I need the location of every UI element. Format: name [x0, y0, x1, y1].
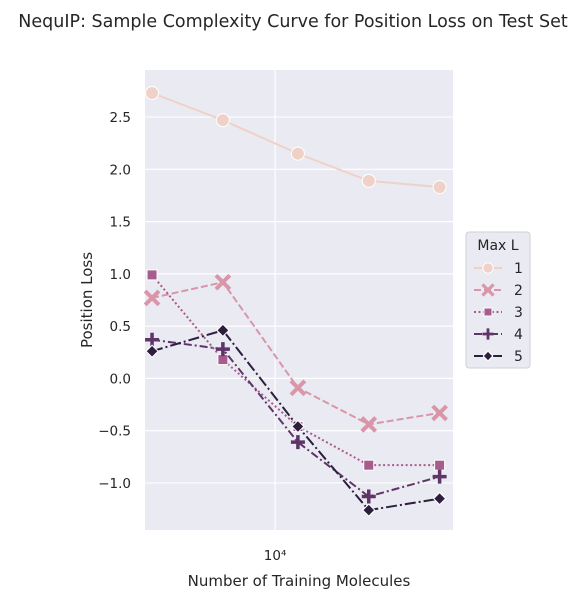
y-tick-label: 1.5: [110, 215, 131, 231]
legend-marker: [483, 307, 493, 317]
data-point: [362, 503, 376, 517]
y-tick-label: 2.0: [110, 162, 131, 178]
data-point: [289, 379, 307, 397]
data-point: [432, 469, 447, 484]
legend-marker: [482, 328, 494, 340]
legend-label: 4: [514, 327, 523, 343]
y-tick-label: 1.0: [110, 267, 131, 283]
data-point: [145, 86, 160, 100]
data-point: [360, 416, 378, 433]
data-point: [145, 344, 159, 358]
data-point: [290, 146, 305, 161]
y-tick-label: 2.5: [110, 110, 131, 126]
series-layer: [143, 86, 448, 517]
data-point: [143, 289, 161, 307]
grid: [145, 70, 453, 530]
legend-marker: [482, 350, 494, 362]
y-tick-label: −0.5: [98, 424, 131, 440]
legend: Max L 1 2 3 4 5: [465, 231, 531, 369]
legend-entry: 2: [474, 283, 523, 299]
data-point: [146, 269, 158, 281]
legend-entries: 1 2 3 4 5: [474, 261, 523, 365]
data-point: [215, 113, 230, 128]
y-tick-label: −1.0: [98, 476, 131, 492]
legend-label: 5: [514, 349, 523, 365]
series-4: [145, 332, 447, 504]
chart-title: NequIP: Sample Complexity Curve for Posi…: [18, 12, 568, 32]
data-point: [215, 342, 230, 357]
data-point: [432, 180, 447, 195]
y-axis-label: Position Loss: [78, 252, 96, 348]
legend-marker: [482, 262, 494, 274]
series-line: [151, 338, 440, 498]
data-point: [291, 419, 305, 434]
series-2: [143, 273, 448, 433]
y-tick-labels: 2.5 2.0 1.5 1.0 0.5 0.0 −0.5 −1.0: [98, 110, 131, 492]
data-point: [431, 404, 448, 422]
series-1: [145, 86, 447, 195]
data-point: [434, 459, 446, 471]
legend-entry: 3: [474, 305, 523, 321]
y-tick-label: 0.0: [110, 371, 131, 387]
y-tick-label: 0.5: [110, 319, 131, 335]
legend-entry: 4: [474, 327, 523, 343]
data-point: [290, 435, 305, 450]
data-point: [145, 332, 160, 347]
data-point: [214, 273, 232, 291]
data-point: [432, 491, 447, 506]
data-point: [216, 323, 230, 338]
legend-entry: 5: [474, 349, 523, 365]
series-5: [145, 323, 447, 517]
data-point: [363, 459, 375, 471]
legend-label: 3: [514, 305, 523, 321]
legend-label: 2: [514, 283, 523, 299]
data-point: [361, 489, 376, 504]
x-axis-label: Number of Training Molecules: [188, 572, 411, 590]
plot-area: [145, 70, 453, 530]
data-point: [361, 173, 376, 188]
legend-marker: [481, 283, 495, 297]
legend-label: 1: [514, 261, 523, 277]
series-line: [151, 274, 440, 467]
legend-title: Max L: [477, 238, 518, 254]
x-tick-labels: 10⁴: [264, 548, 287, 564]
legend-entry: 1: [474, 261, 523, 277]
x-tick-label: 10⁴: [264, 548, 287, 564]
